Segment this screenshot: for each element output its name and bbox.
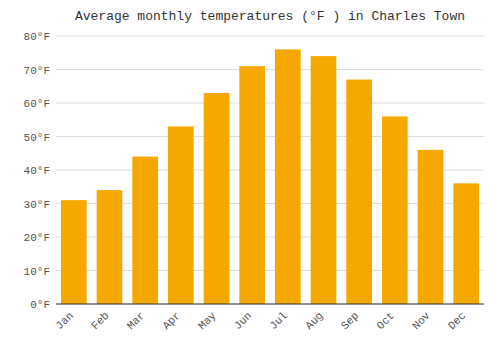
y-tick-label: 0°F bbox=[30, 299, 50, 311]
chart-container: Average monthly temperatures (°F ) in Ch… bbox=[0, 0, 500, 350]
y-tick-label: 80°F bbox=[24, 31, 50, 43]
y-tick-label: 60°F bbox=[24, 98, 50, 110]
y-tick-label: 70°F bbox=[24, 65, 50, 77]
bar bbox=[418, 150, 444, 304]
x-axis-line bbox=[56, 304, 484, 305]
x-tick-label: Aug bbox=[303, 310, 325, 332]
bar bbox=[97, 190, 123, 304]
bar bbox=[168, 126, 194, 304]
bar bbox=[346, 80, 372, 304]
x-tick-label: Oct bbox=[374, 310, 396, 332]
y-tick-label: 20°F bbox=[24, 232, 50, 244]
x-tick-label: Jun bbox=[232, 310, 254, 332]
bar bbox=[239, 66, 265, 304]
y-axis: 0°F 10°F 20°F 30°F 40°F 50°F 60°F 70°F 80°F bbox=[24, 31, 484, 311]
x-tick-label: Jan bbox=[53, 310, 75, 332]
bar bbox=[311, 56, 337, 304]
x-tick-label: Dec bbox=[446, 310, 468, 332]
y-tick-label: 50°F bbox=[24, 132, 50, 144]
grid-line bbox=[56, 69, 484, 70]
grid-line bbox=[56, 36, 484, 37]
chart-svg: Average monthly temperatures (°F ) in Ch… bbox=[0, 0, 500, 350]
x-tick-label: May bbox=[196, 309, 219, 332]
grid-line bbox=[56, 136, 484, 137]
chart-title: Average monthly temperatures (°F ) in Ch… bbox=[75, 9, 465, 24]
y-tick-label: 40°F bbox=[24, 165, 50, 177]
bars bbox=[61, 49, 479, 304]
x-tick-label: Jul bbox=[267, 310, 289, 332]
bar bbox=[453, 183, 479, 304]
y-tick-label: 10°F bbox=[24, 266, 50, 278]
x-tick-label: Mar bbox=[125, 310, 147, 332]
bar bbox=[382, 116, 408, 304]
y-tick-label: 30°F bbox=[24, 199, 50, 211]
bar bbox=[275, 49, 301, 304]
x-tick-label: Nov bbox=[410, 309, 433, 332]
grid-line bbox=[56, 304, 484, 305]
x-tick-label: Feb bbox=[89, 310, 111, 332]
grid-line bbox=[56, 103, 484, 104]
x-tick-label: Apr bbox=[160, 310, 182, 332]
bar bbox=[204, 93, 230, 304]
bar bbox=[132, 157, 158, 304]
x-axis: Jan Feb Mar Apr May Jun Jul Aug Sep Oct Nov Dec bbox=[53, 309, 468, 332]
x-tick-label: Sep bbox=[339, 310, 361, 332]
bar bbox=[61, 200, 87, 304]
